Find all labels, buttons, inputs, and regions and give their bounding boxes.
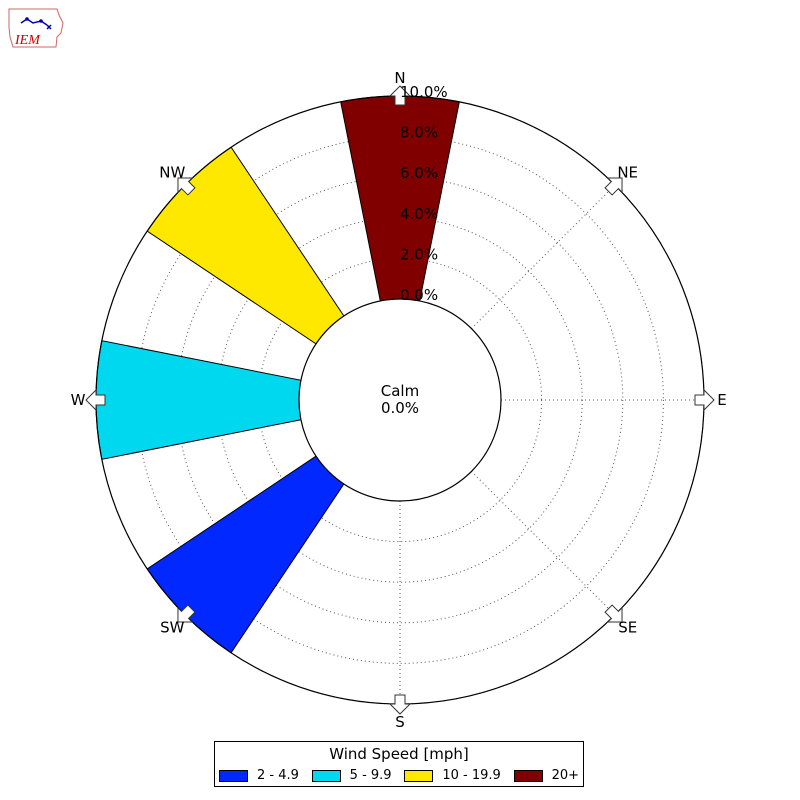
radial-tick-label: 8.0%	[400, 124, 438, 142]
legend-title: Wind Speed [mph]	[329, 745, 469, 763]
direction-label-n: N	[394, 69, 405, 87]
logo-text: IEM	[14, 33, 41, 48]
legend-label: 20+	[551, 768, 579, 783]
arrow-n-icon	[388, 85, 412, 106]
radial-tick-label: 6.0%	[400, 164, 438, 182]
direction-labels: N NE E SE S SW W NW	[71, 69, 727, 731]
legend-item: 20+	[513, 768, 579, 783]
direction-label-se: SE	[618, 619, 637, 637]
direction-arrows	[85, 85, 715, 715]
grid-ring	[176, 176, 624, 624]
legend-label: 10 - 19.9	[442, 768, 501, 783]
radial-tick-label: 10.0%	[400, 83, 448, 101]
direction-label-s: S	[395, 713, 405, 731]
iowa-map-icon: IEM	[8, 8, 64, 48]
legend-item: 2 - 4.9	[219, 768, 299, 783]
arrow-se-icon	[604, 604, 623, 623]
direction-label-e: E	[717, 391, 726, 409]
legend-label: 5 - 9.9	[349, 768, 392, 783]
petal-270	[95, 340, 302, 460]
legend-swatch	[513, 769, 543, 782]
legend-item: 10 - 19.9	[404, 768, 501, 783]
legend-swatch	[404, 769, 434, 782]
arrow-e-icon	[694, 388, 715, 412]
arrow-nw-icon	[177, 177, 196, 196]
direction-label-ne: NE	[617, 163, 638, 181]
legend-swatch	[219, 769, 248, 782]
radial-tick-labels: 0.0% 2.0% 4.0% 6.0% 8.0% 10.0%	[400, 83, 448, 304]
direction-label-sw: SW	[160, 619, 185, 637]
petals	[95, 95, 460, 654]
legend-items: 2 - 4.9 5 - 9.9 10 - 19.9 20+	[219, 768, 579, 783]
legend: Wind Speed [mph] 2 - 4.9 5 - 9.9 10 - 19.9…	[214, 741, 584, 787]
calm-label: Calm	[381, 382, 419, 400]
direction-label-w: W	[71, 391, 86, 409]
arrow-s-icon	[388, 694, 412, 715]
radial-tick-label: 0.0%	[400, 286, 438, 304]
inner-ring	[298, 298, 502, 502]
radial-tick-label: 4.0%	[400, 205, 438, 223]
legend-item: 5 - 9.9	[311, 768, 392, 783]
legend-swatch	[311, 769, 341, 782]
iem-logo: IEM	[7, 7, 65, 49]
grid-spoke	[471, 184, 616, 329]
legend-label: 2 - 4.9	[257, 768, 299, 783]
arrow-w-icon	[85, 388, 106, 412]
radial-tick-label: 2.0%	[400, 245, 438, 263]
grid-spoke	[471, 471, 616, 616]
arrow-ne-icon	[604, 177, 623, 196]
calm-value: 0.0%	[381, 399, 419, 417]
calm-circle: Calm 0.0%	[381, 382, 419, 417]
direction-label-nw: NW	[159, 163, 185, 181]
arrow-sw-icon	[177, 604, 196, 623]
